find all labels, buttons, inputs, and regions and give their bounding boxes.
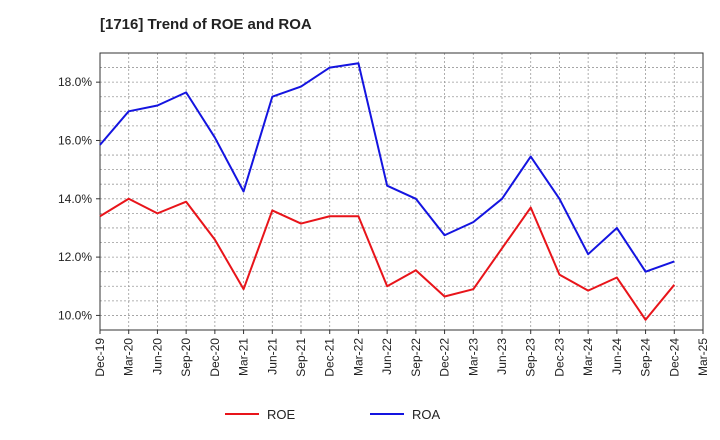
x-tick-label: Dec-22 xyxy=(438,338,452,377)
x-tick-label: Sep-21 xyxy=(294,338,308,377)
chart-title: [1716] Trend of ROE and ROA xyxy=(100,16,312,33)
x-tick-label: Mar-22 xyxy=(351,338,365,376)
x-tick-label: Mar-24 xyxy=(581,338,595,376)
x-tick-label: Mar-23 xyxy=(466,338,480,376)
legend-label-roa: ROA xyxy=(412,407,441,422)
x-tick-label: Jun-23 xyxy=(495,338,509,375)
x-tick-label: Sep-22 xyxy=(409,338,423,377)
x-tick-label: Dec-19 xyxy=(93,338,107,377)
x-tick-label: Jun-20 xyxy=(150,338,164,375)
y-tick-label: 14.0% xyxy=(58,192,92,206)
x-tick-label: Sep-20 xyxy=(179,338,193,377)
plot-frame xyxy=(99,52,704,331)
x-tick-label: Jun-22 xyxy=(380,338,394,375)
legend-label-roe: ROE xyxy=(267,407,296,422)
x-tick-label: Dec-23 xyxy=(552,338,566,377)
y-tick-label: 12.0% xyxy=(58,250,92,264)
x-tick-label: Sep-23 xyxy=(524,338,538,377)
x-tick-label: Dec-20 xyxy=(208,338,222,377)
series-line-roe xyxy=(99,197,676,321)
x-tick-label: Jun-21 xyxy=(265,338,279,375)
x-tick-label: Dec-24 xyxy=(667,338,681,377)
x-tick-label: Mar-20 xyxy=(122,338,136,376)
x-tick-label: Sep-24 xyxy=(639,338,653,377)
x-tick-label: Dec-21 xyxy=(323,338,337,377)
series-line-roa xyxy=(99,62,675,273)
x-tick-label: Mar-21 xyxy=(237,338,251,376)
y-tick-label: 16.0% xyxy=(58,133,92,147)
y-tick-label: 10.0% xyxy=(58,308,92,322)
x-tick-label: Mar-25 xyxy=(696,338,710,376)
y-tick-label: 18.0% xyxy=(58,75,92,89)
x-tick-label: Jun-24 xyxy=(610,338,624,375)
